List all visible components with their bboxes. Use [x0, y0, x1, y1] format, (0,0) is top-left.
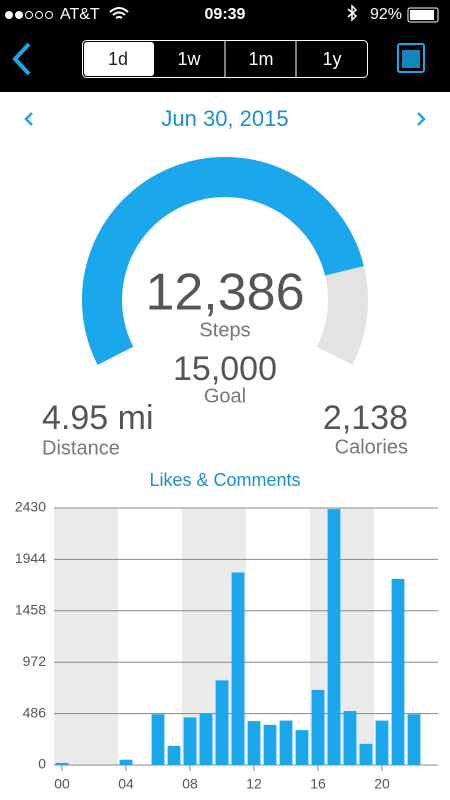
calories-value: 2,138 — [323, 399, 408, 437]
bar — [183, 717, 197, 765]
bar — [55, 762, 69, 765]
prev-day[interactable] — [24, 112, 33, 126]
bar — [391, 578, 405, 765]
carrier: AT&T — [60, 6, 100, 23]
bar — [407, 714, 421, 765]
distance-value: 4.95 mi — [42, 399, 154, 437]
shade-band — [54, 508, 118, 765]
steps-value: 12,386 — [145, 264, 304, 322]
steps-label: Steps — [199, 319, 250, 341]
selected-tab-bg — [84, 42, 154, 76]
bar — [343, 711, 357, 765]
tab[interactable]: 1d — [108, 49, 128, 69]
next-day[interactable] — [417, 112, 426, 126]
tab[interactable]: 1y — [322, 49, 341, 69]
back-button[interactable] — [12, 42, 31, 76]
bar — [295, 730, 309, 765]
goal-label: Goal — [204, 385, 246, 407]
y-tick-label: 2430 — [15, 499, 46, 515]
segmented-control — [82, 40, 368, 78]
bar — [359, 743, 373, 765]
clock: 09:39 — [205, 6, 246, 23]
bar — [247, 721, 261, 765]
bar — [167, 745, 181, 765]
y-tick-label: 1458 — [15, 602, 46, 618]
bar — [119, 759, 133, 765]
tab[interactable]: 1m — [248, 49, 273, 69]
gauge-progress — [82, 157, 364, 365]
y-tick-label: 0 — [38, 756, 46, 772]
calories-label: Calories — [335, 436, 408, 458]
y-tick-label: 1944 — [15, 550, 46, 566]
x-tick-label: 16 — [310, 776, 326, 792]
bar — [263, 724, 277, 765]
x-tick-label: 00 — [54, 776, 70, 792]
bar — [375, 720, 389, 765]
bar — [327, 509, 341, 765]
bar — [215, 680, 229, 765]
bar — [311, 689, 325, 765]
chart-title: Likes & Comments — [149, 470, 300, 490]
bar — [279, 720, 293, 765]
y-tick-label: 486 — [23, 704, 47, 720]
battery-text: 92% — [370, 6, 402, 23]
distance-label: Distance — [42, 437, 120, 459]
x-tick-label: 08 — [182, 776, 198, 792]
tab[interactable]: 1w — [177, 49, 201, 69]
wifi-icon — [109, 7, 129, 19]
date: Jun 30, 2015 — [161, 106, 288, 131]
bar — [199, 713, 213, 765]
calendar-button[interactable] — [397, 43, 425, 73]
bar — [151, 714, 165, 765]
bar — [231, 572, 245, 765]
battery-level — [410, 10, 434, 20]
signal — [5, 11, 53, 19]
battery-icon — [407, 7, 439, 23]
bluetooth-icon — [347, 4, 358, 22]
x-tick-label: 12 — [246, 776, 262, 792]
x-tick-label: 20 — [374, 776, 390, 792]
goal-value: 15,000 — [173, 350, 277, 388]
y-tick-label: 972 — [23, 653, 47, 669]
x-tick-label: 04 — [118, 776, 134, 792]
